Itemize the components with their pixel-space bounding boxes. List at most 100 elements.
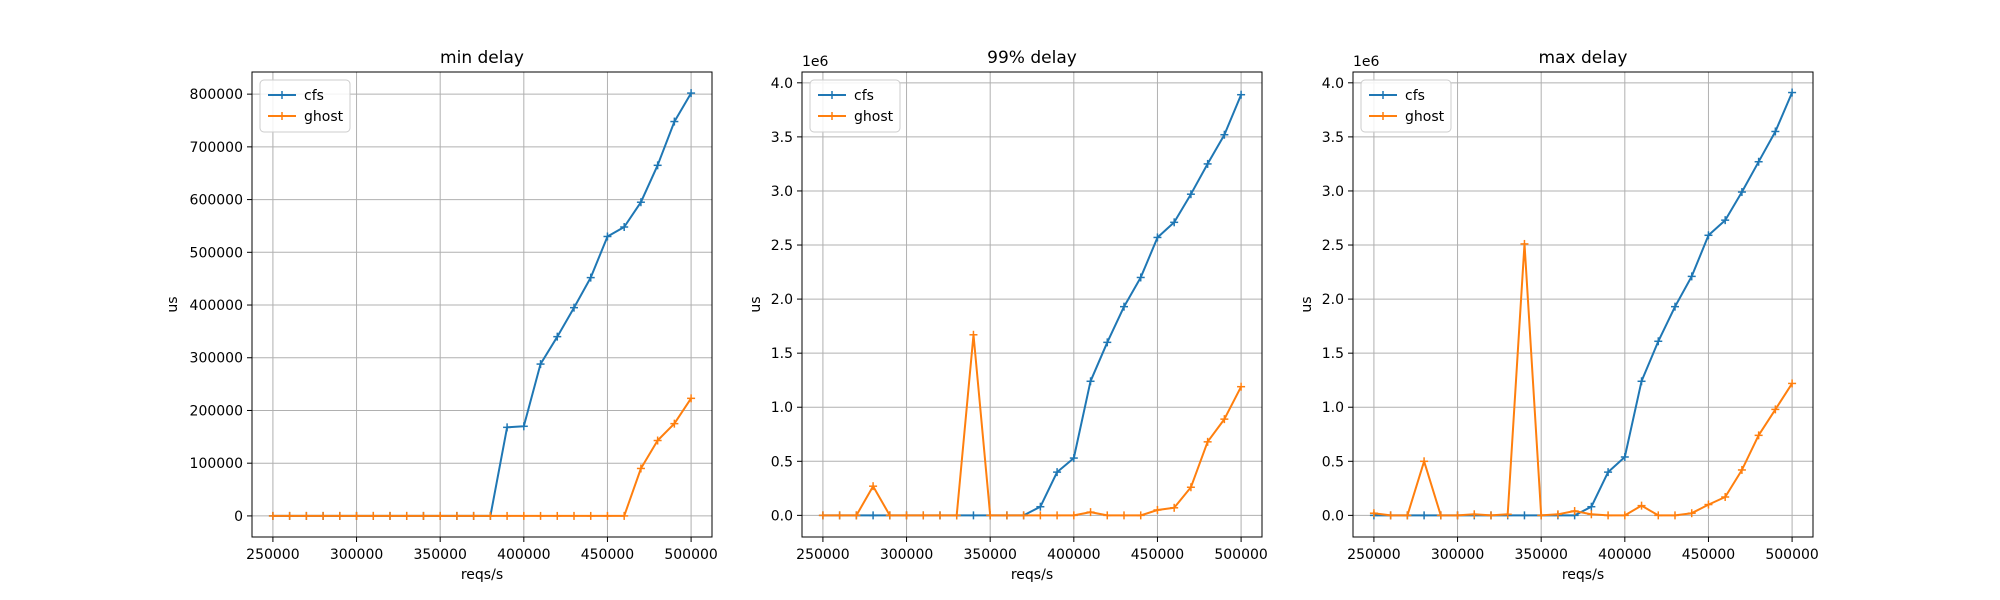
data-point-cfs (1737, 188, 1746, 197)
data-point-ghost (1036, 511, 1045, 520)
data-point-cfs (553, 332, 562, 341)
data-point-cfs (1036, 502, 1045, 511)
data-point-ghost (1721, 492, 1730, 501)
data-point-ghost (1788, 379, 1797, 388)
data-point-ghost (1637, 501, 1646, 510)
data-point-ghost (636, 464, 645, 473)
y-tick-label: 800000 (190, 87, 243, 103)
y-tick-label: 400000 (190, 298, 243, 314)
x-tick-label: 400000 (1047, 547, 1100, 563)
data-point-ghost (469, 511, 478, 520)
data-point-cfs (1220, 130, 1229, 139)
data-point-ghost (1654, 511, 1663, 520)
data-point-ghost (519, 511, 528, 520)
y-tick-label: 2.0 (1322, 292, 1344, 308)
data-point-cfs (1520, 511, 1529, 520)
data-point-ghost (986, 511, 995, 520)
y-tick-label: 4.0 (1322, 76, 1344, 92)
data-point-ghost (268, 511, 277, 520)
data-point-ghost (835, 511, 844, 520)
data-point-cfs (1069, 454, 1078, 463)
data-point-ghost (1186, 483, 1195, 492)
y-tick-label: 200000 (190, 403, 243, 419)
legend-label-ghost: ghost (1405, 109, 1445, 125)
x-tick-label: 500000 (664, 547, 717, 563)
x-tick-label: 450000 (1682, 547, 1735, 563)
data-point-ghost (1170, 503, 1179, 512)
data-point-ghost (1369, 509, 1378, 518)
axes-frame (1352, 71, 1814, 538)
plot-area (252, 72, 712, 537)
data-point-ghost (1604, 511, 1613, 520)
data-point-ghost (1069, 511, 1078, 520)
data-point-cfs (1620, 452, 1629, 461)
x-tick-label: 300000 (330, 547, 383, 563)
data-point-ghost (670, 419, 679, 428)
chart-title: 99% delay (987, 48, 1077, 68)
chart-panel-1: 250000 300000 350000 400000 450000 500000 0 100… (165, 48, 718, 583)
data-point-ghost (969, 330, 978, 339)
data-point-cfs (670, 117, 679, 126)
data-point-cfs (969, 511, 978, 520)
data-point-ghost (885, 511, 894, 520)
data-point-cfs (1420, 511, 1429, 520)
data-point-cfs (1788, 88, 1797, 97)
data-point-cfs (1120, 302, 1128, 311)
data-point-cfs (1053, 468, 1062, 477)
x-axis-label: reqs/s (461, 567, 503, 583)
data-point-ghost (653, 436, 662, 445)
data-point-cfs (1604, 468, 1613, 477)
data-point-ghost (1704, 500, 1713, 509)
y-axis-label: us (165, 296, 181, 312)
data-point-ghost (902, 511, 911, 520)
y-tick-label: 100000 (190, 456, 243, 472)
data-point-ghost (869, 482, 878, 491)
data-point-ghost (1403, 511, 1412, 520)
data-point-cfs (620, 223, 629, 231)
data-point-ghost (620, 511, 629, 520)
plot-area (802, 72, 1262, 537)
data-point-ghost (570, 511, 578, 520)
legend: cfs ghost (259, 79, 351, 133)
x-tick-label: 350000 (1514, 547, 1567, 563)
x-tick-label: 500000 (1765, 547, 1818, 563)
data-point-ghost (1086, 508, 1095, 517)
x-tick-label: 450000 (1131, 547, 1184, 563)
y-offset-text: 1e6 (802, 54, 829, 70)
data-point-cfs (687, 89, 696, 98)
data-point-cfs (869, 511, 878, 520)
data-point-ghost (1537, 511, 1546, 520)
data-point-cfs (636, 198, 645, 207)
y-tick-label: 3.0 (771, 184, 793, 200)
y-tick-label: 500000 (190, 245, 243, 261)
data-point-ghost (1487, 511, 1495, 520)
data-point-cfs (653, 161, 662, 170)
data-point-ghost (852, 511, 861, 520)
data-point-ghost (936, 511, 944, 520)
data-point-ghost (1687, 509, 1696, 518)
x-tick-label: 250000 (1347, 547, 1400, 563)
data-point-ghost (1120, 511, 1128, 520)
data-point-ghost (335, 511, 344, 520)
data-point-cfs (570, 303, 578, 312)
y-tick-label: 700000 (190, 140, 243, 156)
data-point-ghost (603, 511, 612, 520)
data-point-cfs (1186, 190, 1195, 199)
y-axis-label: us (1299, 296, 1315, 312)
chart-title: max delay (1539, 48, 1628, 68)
x-axis-label: reqs/s (1562, 567, 1604, 583)
axes-frame (251, 71, 713, 538)
data-point-ghost (419, 511, 428, 520)
data-point-cfs (1103, 338, 1112, 347)
legend-label-ghost: ghost (854, 109, 894, 125)
data-point-cfs (1704, 231, 1713, 240)
y-tick-label: 3.5 (771, 130, 793, 146)
data-point-ghost (302, 511, 311, 520)
data-point-cfs (1203, 159, 1212, 168)
data-point-ghost (402, 511, 411, 520)
x-tick-label: 250000 (246, 547, 299, 563)
data-point-cfs (519, 422, 528, 431)
data-point-ghost (386, 511, 394, 520)
data-point-cfs (586, 273, 595, 282)
